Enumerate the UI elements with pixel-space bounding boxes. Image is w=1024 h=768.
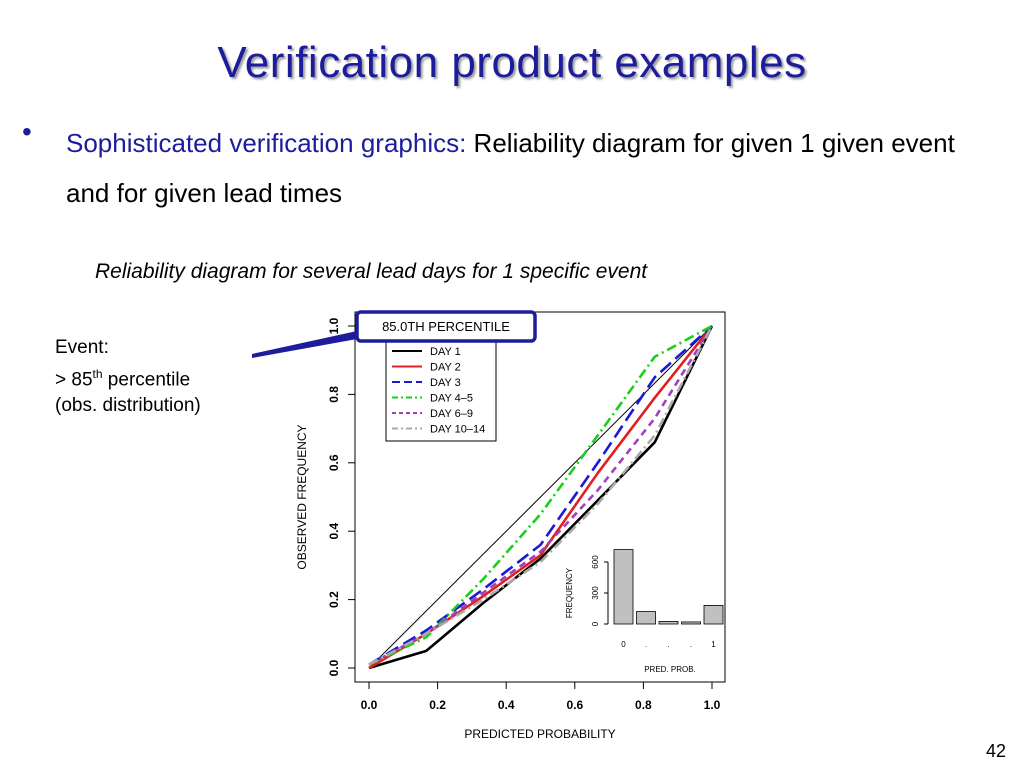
x-tick-label: 1.0: [704, 698, 721, 712]
event-threshold: > 85th percentile: [55, 361, 201, 393]
chart-title: 85.0TH PERCENTILE: [382, 319, 510, 334]
callout-pointer: [252, 331, 357, 358]
hist-category-label: 1: [711, 640, 716, 649]
hist-x-axis-title: PRED. PROB.: [644, 665, 696, 674]
slide-title: Verification product examples: [217, 38, 807, 87]
event-threshold-suffix: percentile: [102, 369, 191, 391]
event-note: Event: > 85th percentile (obs. distribut…: [55, 335, 201, 419]
bullet-icon: •: [22, 116, 32, 147]
perfect-reliability-line: [368, 325, 713, 669]
hist-y-tick-label: 300: [591, 586, 600, 600]
hist-y-tick-label: 0: [591, 621, 600, 626]
series-line: [368, 324, 713, 666]
x-tick-label: 0.6: [566, 698, 583, 712]
y-tick-label: 0.2: [327, 591, 341, 608]
hist-y-axis-title: FREQUENCY: [565, 567, 574, 618]
legend-label: DAY 10–14: [430, 424, 485, 436]
hist-category-label: 0: [621, 640, 626, 649]
y-tick-label: 0.0: [327, 659, 341, 676]
x-tick-label: 0.0: [361, 698, 378, 712]
page-number: 42: [985, 741, 1006, 761]
x-tick-label: 0.8: [635, 698, 652, 712]
event-label: Event:: [55, 337, 109, 358]
series-line: [368, 325, 713, 666]
title-callout-box: [355, 310, 537, 343]
y-tick-label: 0.8: [327, 386, 341, 403]
plot-frame: [354, 311, 726, 683]
hist-bar: [703, 605, 724, 625]
y-axis-title: OBSERVED FREQUENCY: [295, 424, 309, 569]
bullet-body: Reliability diagram for given 1 given ev…: [66, 128, 955, 208]
event-obs: (obs. distribution): [55, 395, 201, 417]
legend-label: DAY 2: [430, 362, 461, 374]
hist-category-label: .: [690, 640, 692, 649]
bullet-highlight: Sophisticated verification graphics:: [66, 128, 467, 158]
hist-bar: [658, 621, 679, 625]
series-line: [368, 325, 714, 670]
legend-label: DAY 1: [430, 346, 461, 358]
y-tick-label: 0.6: [327, 454, 341, 471]
hist-y-tick-label: 600: [591, 555, 600, 569]
legend-box: [385, 336, 497, 442]
event-threshold-sup: th: [92, 367, 103, 381]
x-tick-label: 0.2: [429, 698, 446, 712]
hist-category-label: .: [645, 640, 647, 649]
event-threshold-prefix: > 85: [55, 369, 93, 391]
y-tick-label: 0.4: [327, 523, 341, 540]
legend-label: DAY 3: [430, 377, 461, 389]
x-tick-label: 0.4: [498, 698, 515, 712]
series-line: [368, 325, 714, 666]
bullet-text: Sophisticated verification graphics: Rel…: [66, 118, 966, 218]
hist-bar: [681, 621, 701, 625]
legend-label: DAY 4–5: [430, 393, 473, 405]
chart-subcaption: Reliability diagram for several lead day…: [95, 260, 648, 283]
legend-label: DAY 6–9: [430, 408, 473, 420]
hist-bar: [636, 611, 656, 625]
y-tick-label: 1.0: [327, 317, 341, 334]
x-axis-title: PREDICTED PROBABILITY: [464, 727, 615, 741]
hist-category-label: .: [667, 640, 669, 649]
hist-bar: [613, 549, 634, 625]
